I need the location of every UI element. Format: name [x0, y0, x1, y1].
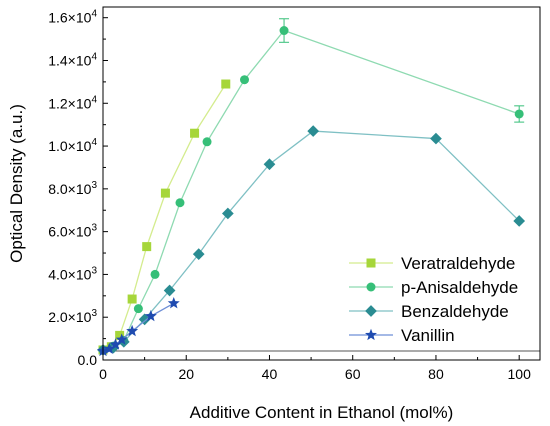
data-point	[514, 109, 524, 119]
x-axis-title: Additive Content in Ethanol (mol%)	[190, 403, 454, 422]
legend-label: Benzaldehyde	[401, 302, 509, 321]
legend-marker	[365, 328, 377, 341]
data-point	[126, 324, 139, 337]
data-point	[150, 269, 160, 279]
x-tick-label: 60	[345, 366, 361, 382]
legend-marker	[366, 282, 376, 292]
series-line	[102, 83, 227, 351]
data-point	[127, 294, 137, 304]
x-tick-label: 0	[99, 366, 107, 382]
y-tick-label: 1.6×104	[48, 9, 97, 26]
data-point	[163, 284, 176, 297]
data-point	[307, 125, 320, 137]
data-point	[513, 215, 526, 227]
data-point	[115, 333, 128, 345]
y-tick-label: 1.0×104	[48, 137, 97, 154]
data-point	[190, 128, 200, 138]
data-point	[263, 158, 276, 171]
y-tick-label: 1.4×104	[48, 51, 97, 68]
y-tick-label: 8.0×103	[48, 180, 97, 197]
data-point	[192, 248, 205, 260]
y-tick-label: 1.2×104	[48, 94, 97, 111]
data-point	[240, 75, 250, 85]
x-tick-label: 80	[428, 366, 444, 382]
plot-area-frame	[102, 6, 541, 361]
data-point	[115, 330, 125, 340]
y-axis-title: Optical Density (a.u.)	[7, 104, 26, 263]
data-point	[175, 198, 185, 208]
data-point	[103, 342, 116, 354]
data-point	[202, 137, 212, 147]
y-tick-label: 2.0×103	[48, 308, 97, 325]
legend-marker	[365, 305, 377, 317]
legend-label: Vanillin	[401, 326, 455, 345]
x-tick-label: 20	[178, 366, 194, 382]
legend-marker	[366, 258, 376, 268]
legend-label: p-Anisaldehyde	[401, 278, 518, 297]
y-tick-label: 6.0×103	[48, 223, 97, 240]
legend: Veratraldehyde p-Anisaldehyde Benzaldehyde…	[349, 254, 518, 345]
series-veratraldehyde	[98, 79, 231, 355]
y-tick-label: 4.0×103	[48, 265, 97, 282]
legend-label: Veratraldehyde	[401, 254, 515, 273]
data-point	[109, 338, 122, 350]
series-benzaldehyde	[97, 125, 526, 356]
data-point	[138, 313, 151, 326]
data-point	[222, 207, 234, 220]
data-point	[160, 188, 170, 198]
data-point	[430, 132, 442, 145]
y-tick-label: 0.0	[78, 352, 98, 368]
x-tick-label: 100	[508, 366, 532, 382]
data-point	[144, 309, 157, 322]
data-point	[133, 304, 143, 314]
data-point	[167, 297, 180, 309]
data-point	[279, 26, 289, 36]
x-tick-label: 40	[262, 366, 278, 382]
data-point	[221, 79, 231, 89]
data-point	[142, 242, 152, 252]
